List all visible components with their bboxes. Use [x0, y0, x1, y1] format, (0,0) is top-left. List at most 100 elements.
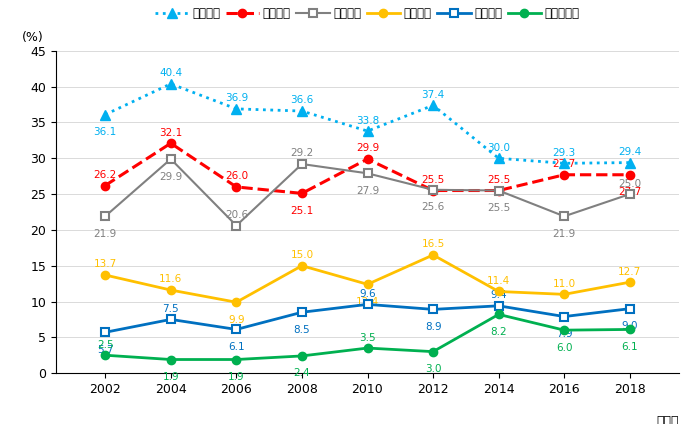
Text: 16.5: 16.5	[421, 240, 444, 249]
Line: ３０歳代: ３０歳代	[101, 139, 634, 198]
２０歳代	[429, 103, 438, 108]
Text: 25.0: 25.0	[618, 179, 641, 189]
Text: 27.7: 27.7	[552, 159, 576, 169]
Line: ４０歳代: ４０歳代	[101, 155, 634, 230]
Text: 9.6: 9.6	[359, 289, 376, 299]
３０歳代	[298, 191, 306, 196]
３０歳代	[494, 188, 503, 193]
４０歳代	[363, 171, 372, 176]
Text: 37.4: 37.4	[421, 90, 444, 100]
４０歳代	[101, 214, 109, 219]
Text: 2.4: 2.4	[293, 368, 310, 379]
３０歳代	[560, 172, 568, 177]
４０歳代	[167, 156, 175, 162]
６０歳代	[232, 327, 241, 332]
７０歳令上	[626, 327, 634, 332]
６０歳代	[626, 306, 634, 311]
Text: 21.9: 21.9	[94, 229, 117, 239]
５０歳代	[429, 252, 438, 257]
Text: 15.0: 15.0	[290, 250, 314, 260]
７０歳令上	[494, 312, 503, 317]
６０歳代	[298, 310, 306, 315]
５０歳代	[494, 289, 503, 294]
Text: 11.0: 11.0	[553, 279, 576, 289]
５０歳代	[101, 273, 109, 278]
３０歳代	[101, 183, 109, 188]
Text: 27.7: 27.7	[618, 187, 641, 197]
Text: 30.0: 30.0	[487, 143, 510, 153]
Text: 9.4: 9.4	[490, 290, 507, 300]
２０歳代	[101, 112, 109, 117]
７０歳令上	[363, 346, 372, 351]
６０歳代	[560, 314, 568, 319]
７０歳令上	[101, 353, 109, 358]
Text: 40.4: 40.4	[159, 68, 182, 78]
Text: 1.9: 1.9	[228, 372, 245, 382]
Text: 8.9: 8.9	[425, 322, 442, 332]
Text: 3.0: 3.0	[425, 364, 441, 374]
Text: 25.6: 25.6	[421, 202, 444, 212]
Text: 12.4: 12.4	[356, 297, 379, 307]
Text: (%): (%)	[22, 31, 43, 45]
Text: 12.7: 12.7	[618, 267, 641, 276]
Text: 7.9: 7.9	[556, 329, 573, 339]
Text: 32.1: 32.1	[159, 128, 183, 138]
７０歳令上	[167, 357, 175, 362]
Text: 21.9: 21.9	[552, 229, 576, 239]
２０歳代	[494, 156, 503, 161]
Legend: ２０歳代, ３０歳代, ４０歳代, ５０歳代, ６０歳代, ７０歳令上: ２０歳代, ３０歳代, ４０歳代, ５０歳代, ６０歳代, ７０歳令上	[150, 3, 584, 25]
Text: 3.5: 3.5	[359, 332, 376, 343]
４０歳代	[494, 188, 503, 193]
Text: 6.1: 6.1	[622, 342, 638, 352]
Text: 9.9: 9.9	[228, 315, 245, 325]
７０歳令上	[429, 349, 438, 354]
Text: 7.5: 7.5	[162, 304, 179, 314]
Text: 9.0: 9.0	[622, 321, 638, 331]
Text: 6.0: 6.0	[556, 343, 573, 353]
２０歳代	[626, 160, 634, 165]
２０歳代	[232, 106, 241, 112]
Line: ６０歳代: ６０歳代	[101, 300, 634, 337]
６０歳代	[494, 303, 503, 308]
４０歳代	[626, 192, 634, 197]
Text: 1.9: 1.9	[162, 372, 179, 382]
Text: 29.9: 29.9	[159, 172, 183, 181]
Text: 8.5: 8.5	[293, 325, 310, 335]
Line: ７０歳令上: ７０歳令上	[101, 310, 634, 364]
７０歳令上	[298, 353, 306, 358]
３０歳代	[626, 172, 634, 177]
５０歳代	[298, 263, 306, 268]
４０歳代	[232, 223, 241, 228]
２０歳代	[363, 128, 372, 134]
Text: 36.6: 36.6	[290, 95, 314, 106]
３０歳代	[167, 141, 175, 146]
７０歳令上	[232, 357, 241, 362]
Text: 36.9: 36.9	[225, 93, 248, 103]
６０歳代	[167, 317, 175, 322]
Text: 25.5: 25.5	[487, 203, 510, 213]
Text: 5.7: 5.7	[97, 345, 113, 355]
Text: 11.4: 11.4	[487, 276, 510, 286]
Line: ２０歳代: ２０歳代	[100, 79, 635, 168]
５０歳代	[560, 292, 568, 297]
Text: 25.5: 25.5	[487, 175, 510, 185]
７０歳令上	[560, 328, 568, 333]
５０歳代	[363, 282, 372, 287]
６０歳代	[429, 307, 438, 312]
Text: 29.2: 29.2	[290, 148, 314, 159]
６０歳代	[101, 330, 109, 335]
４０歳代	[298, 162, 306, 167]
Text: （年）: （年）	[657, 415, 679, 424]
Text: 26.0: 26.0	[225, 171, 248, 181]
Text: 29.4: 29.4	[618, 147, 641, 157]
Text: 29.3: 29.3	[552, 148, 576, 158]
Text: 11.6: 11.6	[159, 274, 183, 285]
３０歳代	[363, 156, 372, 162]
Text: 27.9: 27.9	[356, 186, 379, 196]
Text: 13.7: 13.7	[94, 259, 117, 270]
２０歳代	[298, 109, 306, 114]
Line: ５０歳代: ５０歳代	[101, 251, 634, 307]
６０歳代	[363, 302, 372, 307]
Text: 36.1: 36.1	[94, 127, 117, 137]
４０歳代	[429, 187, 438, 192]
